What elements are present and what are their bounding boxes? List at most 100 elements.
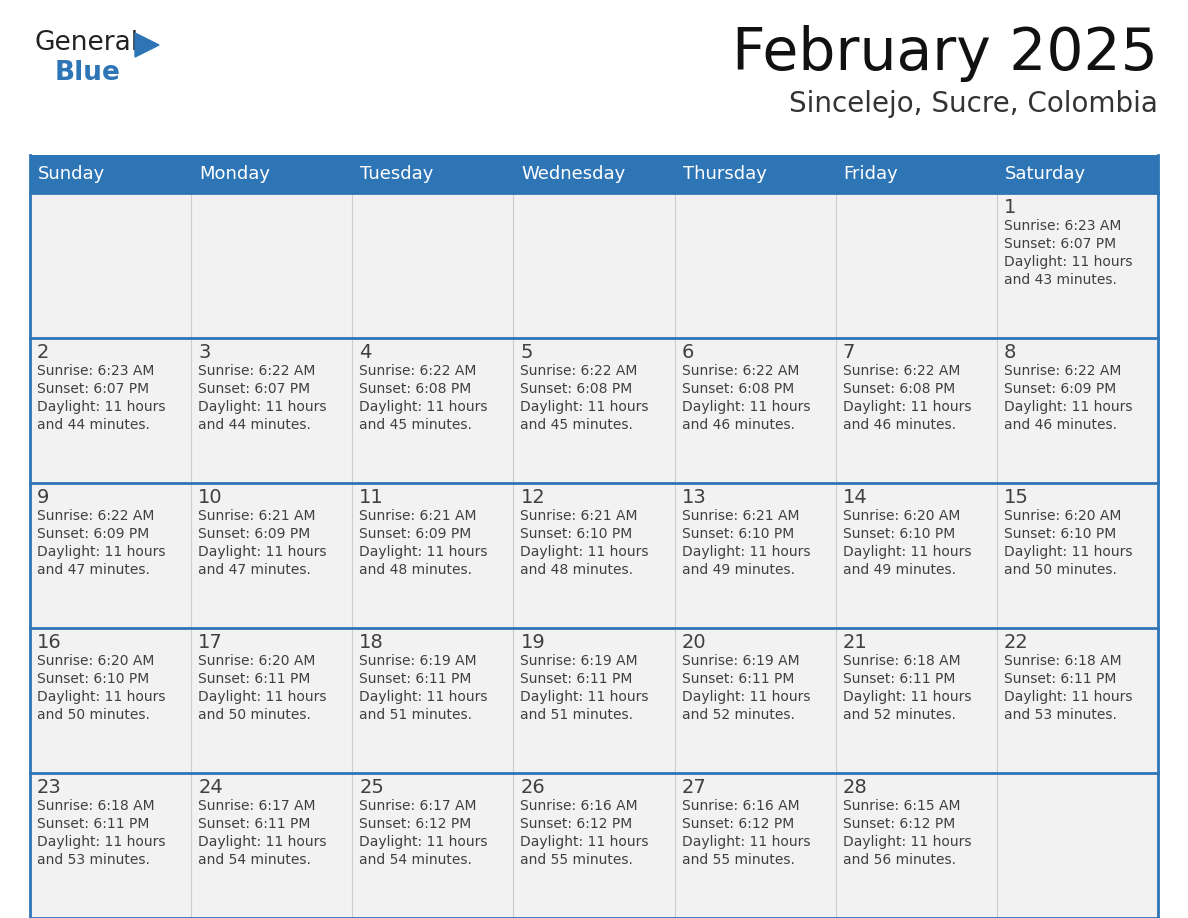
Text: 28: 28 xyxy=(842,778,867,797)
Text: Sunset: 6:10 PM: Sunset: 6:10 PM xyxy=(682,527,794,541)
Text: Daylight: 11 hours: Daylight: 11 hours xyxy=(1004,545,1132,559)
Text: Sunset: 6:10 PM: Sunset: 6:10 PM xyxy=(37,672,150,686)
Bar xyxy=(997,193,1158,338)
Text: 17: 17 xyxy=(198,633,223,652)
Text: and 53 minutes.: and 53 minutes. xyxy=(1004,708,1117,722)
Text: 16: 16 xyxy=(37,633,62,652)
Bar xyxy=(835,338,997,483)
Text: 22: 22 xyxy=(1004,633,1029,652)
Text: February 2025: February 2025 xyxy=(732,25,1158,82)
Text: Sunrise: 6:22 AM: Sunrise: 6:22 AM xyxy=(842,364,960,378)
Text: Daylight: 11 hours: Daylight: 11 hours xyxy=(682,545,810,559)
Bar xyxy=(353,628,513,773)
Text: 14: 14 xyxy=(842,488,867,507)
Text: Sunset: 6:09 PM: Sunset: 6:09 PM xyxy=(1004,382,1116,396)
Text: Daylight: 11 hours: Daylight: 11 hours xyxy=(682,690,810,704)
Text: Sunset: 6:11 PM: Sunset: 6:11 PM xyxy=(198,672,310,686)
Text: and 54 minutes.: and 54 minutes. xyxy=(198,853,311,867)
Text: Daylight: 11 hours: Daylight: 11 hours xyxy=(359,690,488,704)
Text: 25: 25 xyxy=(359,778,384,797)
Text: Sunrise: 6:18 AM: Sunrise: 6:18 AM xyxy=(37,799,154,813)
Text: 13: 13 xyxy=(682,488,707,507)
Text: Daylight: 11 hours: Daylight: 11 hours xyxy=(520,835,649,849)
Text: Sunrise: 6:19 AM: Sunrise: 6:19 AM xyxy=(520,654,638,668)
Text: 1: 1 xyxy=(1004,198,1016,217)
Bar xyxy=(513,773,675,918)
Bar xyxy=(191,338,353,483)
Text: 18: 18 xyxy=(359,633,384,652)
Text: and 52 minutes.: and 52 minutes. xyxy=(842,708,955,722)
Bar xyxy=(353,773,513,918)
Bar xyxy=(997,338,1158,483)
Text: 12: 12 xyxy=(520,488,545,507)
Text: Sunset: 6:07 PM: Sunset: 6:07 PM xyxy=(37,382,150,396)
Text: Daylight: 11 hours: Daylight: 11 hours xyxy=(842,545,972,559)
Text: 26: 26 xyxy=(520,778,545,797)
Text: 8: 8 xyxy=(1004,343,1016,362)
Text: Wednesday: Wednesday xyxy=(522,165,626,183)
Text: Daylight: 11 hours: Daylight: 11 hours xyxy=(37,545,165,559)
Text: Sunrise: 6:16 AM: Sunrise: 6:16 AM xyxy=(682,799,800,813)
Bar xyxy=(191,628,353,773)
Text: Sunday: Sunday xyxy=(38,165,106,183)
Text: and 45 minutes.: and 45 minutes. xyxy=(520,418,633,432)
Text: and 50 minutes.: and 50 minutes. xyxy=(198,708,311,722)
Bar xyxy=(30,483,191,628)
Text: 6: 6 xyxy=(682,343,694,362)
Bar xyxy=(191,483,353,628)
Text: 2: 2 xyxy=(37,343,50,362)
Text: and 46 minutes.: and 46 minutes. xyxy=(842,418,955,432)
Text: Sunset: 6:11 PM: Sunset: 6:11 PM xyxy=(37,817,150,831)
Text: Sunrise: 6:17 AM: Sunrise: 6:17 AM xyxy=(359,799,476,813)
Bar xyxy=(30,193,191,338)
Text: Daylight: 11 hours: Daylight: 11 hours xyxy=(1004,690,1132,704)
Bar xyxy=(675,483,835,628)
Text: Monday: Monday xyxy=(200,165,270,183)
Text: 7: 7 xyxy=(842,343,855,362)
Text: and 56 minutes.: and 56 minutes. xyxy=(842,853,955,867)
Text: Sincelejo, Sucre, Colombia: Sincelejo, Sucre, Colombia xyxy=(789,90,1158,118)
Bar xyxy=(30,628,191,773)
Text: Sunset: 6:12 PM: Sunset: 6:12 PM xyxy=(842,817,955,831)
Bar xyxy=(513,338,675,483)
Text: Daylight: 11 hours: Daylight: 11 hours xyxy=(37,400,165,414)
Text: Sunrise: 6:22 AM: Sunrise: 6:22 AM xyxy=(520,364,638,378)
Text: Sunrise: 6:15 AM: Sunrise: 6:15 AM xyxy=(842,799,960,813)
Text: Sunrise: 6:20 AM: Sunrise: 6:20 AM xyxy=(1004,509,1121,523)
Text: and 50 minutes.: and 50 minutes. xyxy=(1004,563,1117,577)
Text: Daylight: 11 hours: Daylight: 11 hours xyxy=(520,400,649,414)
Text: Friday: Friday xyxy=(843,165,898,183)
Text: Sunset: 6:11 PM: Sunset: 6:11 PM xyxy=(359,672,472,686)
Text: 3: 3 xyxy=(198,343,210,362)
Text: Sunrise: 6:23 AM: Sunrise: 6:23 AM xyxy=(37,364,154,378)
Bar xyxy=(191,193,353,338)
Text: Daylight: 11 hours: Daylight: 11 hours xyxy=(198,545,327,559)
Text: General: General xyxy=(34,30,139,56)
Text: Sunset: 6:11 PM: Sunset: 6:11 PM xyxy=(198,817,310,831)
Text: Sunset: 6:11 PM: Sunset: 6:11 PM xyxy=(682,672,794,686)
Text: Daylight: 11 hours: Daylight: 11 hours xyxy=(198,835,327,849)
Bar xyxy=(997,628,1158,773)
Text: Daylight: 11 hours: Daylight: 11 hours xyxy=(842,835,972,849)
Text: Sunrise: 6:21 AM: Sunrise: 6:21 AM xyxy=(198,509,316,523)
Text: Sunset: 6:11 PM: Sunset: 6:11 PM xyxy=(842,672,955,686)
Text: and 49 minutes.: and 49 minutes. xyxy=(842,563,955,577)
Text: 24: 24 xyxy=(198,778,223,797)
Text: Daylight: 11 hours: Daylight: 11 hours xyxy=(37,690,165,704)
Text: Saturday: Saturday xyxy=(1005,165,1086,183)
Text: and 44 minutes.: and 44 minutes. xyxy=(198,418,311,432)
Bar xyxy=(835,628,997,773)
Bar xyxy=(30,338,191,483)
Bar xyxy=(513,628,675,773)
Text: Sunset: 6:11 PM: Sunset: 6:11 PM xyxy=(1004,672,1117,686)
Text: Sunrise: 6:19 AM: Sunrise: 6:19 AM xyxy=(682,654,800,668)
Text: and 48 minutes.: and 48 minutes. xyxy=(520,563,633,577)
Bar xyxy=(30,773,191,918)
Text: Sunrise: 6:22 AM: Sunrise: 6:22 AM xyxy=(198,364,316,378)
Bar xyxy=(513,483,675,628)
Text: Sunrise: 6:20 AM: Sunrise: 6:20 AM xyxy=(37,654,154,668)
Text: 11: 11 xyxy=(359,488,384,507)
Text: and 55 minutes.: and 55 minutes. xyxy=(520,853,633,867)
Text: Sunset: 6:10 PM: Sunset: 6:10 PM xyxy=(520,527,633,541)
Bar xyxy=(997,773,1158,918)
